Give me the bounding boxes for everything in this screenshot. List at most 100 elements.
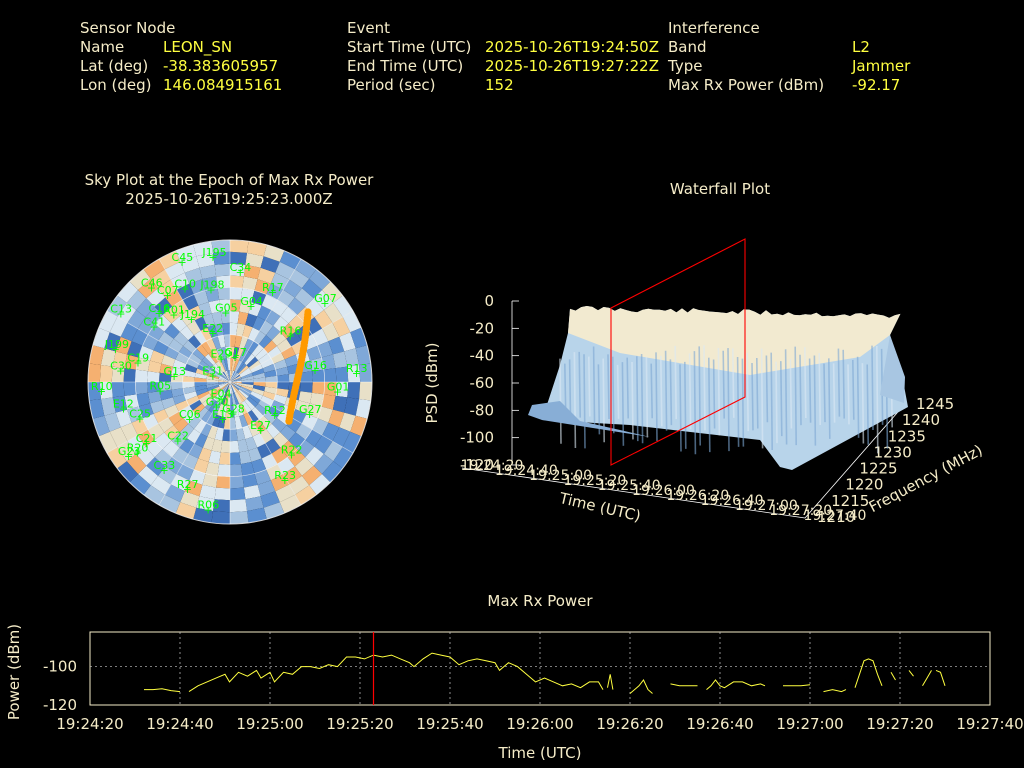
skyplot-cell [217, 464, 230, 477]
skyplot-cell [198, 447, 212, 462]
skyplot-cell [255, 348, 268, 361]
skyplot-cell [230, 322, 238, 336]
sat-label: C16 [148, 302, 170, 315]
skyplot-cell [230, 393, 234, 406]
waterfall-time-tick: 19:26:00 [632, 483, 695, 499]
skyplot-cell [230, 475, 244, 489]
skyplot-cell [276, 338, 292, 353]
skyplot-cell [172, 359, 187, 370]
skyplot-cell [222, 428, 230, 442]
skyplot-cell [234, 335, 243, 348]
skyplot-cell [226, 382, 230, 394]
waterfall-streak [847, 364, 850, 425]
skyplot-cell [344, 348, 360, 367]
sat-marker: + [149, 320, 158, 333]
period-label: Period (sec) [347, 76, 436, 94]
skyplot-cell [251, 407, 264, 420]
skyplot-cell [247, 410, 259, 423]
skyplot-cell [240, 370, 252, 378]
skyplot-cell [241, 382, 254, 386]
maxrx-line-segment [890, 672, 896, 681]
waterfall-z-tick-label: -100 [460, 429, 494, 447]
waterfall-streak [756, 357, 759, 429]
skyplot-spoke [106, 310, 231, 383]
skyplot-cell [236, 427, 246, 441]
skyplot-cell [117, 281, 138, 303]
maxrx-x-tick-label: 19:26:20 [596, 715, 663, 733]
skyplot-cell [275, 388, 289, 398]
skyplot-cell [112, 351, 128, 369]
skyplot-cell [214, 263, 230, 277]
skyplot-cell [225, 370, 230, 382]
skyplot-cell [104, 412, 121, 432]
skyplot-cell [186, 358, 200, 369]
maxrx-y-tick-label: -120 [43, 696, 77, 714]
skyplot-cell [302, 465, 322, 486]
skyplot-cell [207, 324, 218, 339]
skyplot-cell [194, 385, 208, 392]
skyplot-cell [211, 365, 222, 375]
waterfall-streak [684, 361, 687, 449]
skyplot-cell [186, 320, 201, 336]
skyplot-cell [170, 474, 190, 492]
skyplot-cell [179, 325, 194, 341]
skyplot-cell [266, 283, 284, 300]
skyplot-cell [175, 244, 197, 262]
skyplot-cell [206, 375, 219, 381]
skyplot-cell [271, 300, 288, 317]
sat-label: R20 [127, 441, 149, 454]
waterfall-streak [679, 364, 682, 452]
waterfall-streak [804, 347, 807, 419]
skyplot-cell [164, 261, 185, 280]
skyplot-spoke [106, 381, 231, 454]
skyplot-cell [245, 252, 264, 268]
skyplot-cell [206, 382, 219, 386]
skyplot-cell [312, 328, 329, 346]
waterfall-streak [828, 358, 831, 439]
skyplot-cell [147, 391, 162, 404]
waterfall-noise-left [528, 401, 650, 437]
skyplot-cell [216, 403, 224, 417]
skyplot-cell [230, 370, 232, 382]
skyplot-cell [211, 511, 230, 524]
sat-marker: + [320, 297, 329, 310]
skyplot-cell [295, 400, 310, 414]
skyplot-cell [220, 440, 230, 453]
waterfall-streak [808, 358, 812, 423]
sat-label: G13 [164, 365, 187, 378]
waterfall-streak [631, 362, 634, 440]
skyplot-cell [239, 387, 251, 397]
skyplot-cell [235, 391, 245, 403]
skyplot-cell [266, 464, 284, 481]
skyplot-cell [89, 345, 105, 365]
skyplot-cell [208, 299, 221, 314]
skyplot-cell [138, 403, 154, 419]
sat-marker: + [154, 307, 163, 320]
skyplot-cell [230, 382, 242, 387]
skyplot-cell [124, 354, 139, 370]
waterfall-streak [770, 352, 773, 451]
skyplot-cell [159, 250, 181, 270]
skyplot-cell [314, 435, 333, 454]
skyplot-cell [247, 507, 267, 523]
waterfall-streak [784, 349, 788, 445]
skyplot-cell [170, 382, 184, 390]
waterfall-time-tick: 19:24:40 [495, 463, 558, 479]
skyplot-cell [193, 241, 213, 257]
sat-marker: + [333, 385, 342, 398]
skyplot-cell [188, 335, 202, 349]
maxrx-x-tick-label: 19:24:20 [56, 715, 123, 733]
skyplot-cell [242, 473, 258, 488]
skyplot-cell [283, 466, 302, 485]
waterfall-streak [703, 345, 706, 431]
skyplot-cell [257, 480, 276, 497]
skyplot-cell [136, 298, 155, 318]
waterfall-noise-right [880, 335, 905, 403]
maxrx-line-segment [629, 679, 653, 694]
skyplot-cell [199, 264, 217, 280]
skyplot-cell [150, 400, 165, 414]
skyplot-cell [317, 406, 333, 423]
waterfall-streak [818, 353, 821, 425]
skyplot-cell [233, 346, 240, 360]
skyplot-cell [154, 432, 172, 449]
